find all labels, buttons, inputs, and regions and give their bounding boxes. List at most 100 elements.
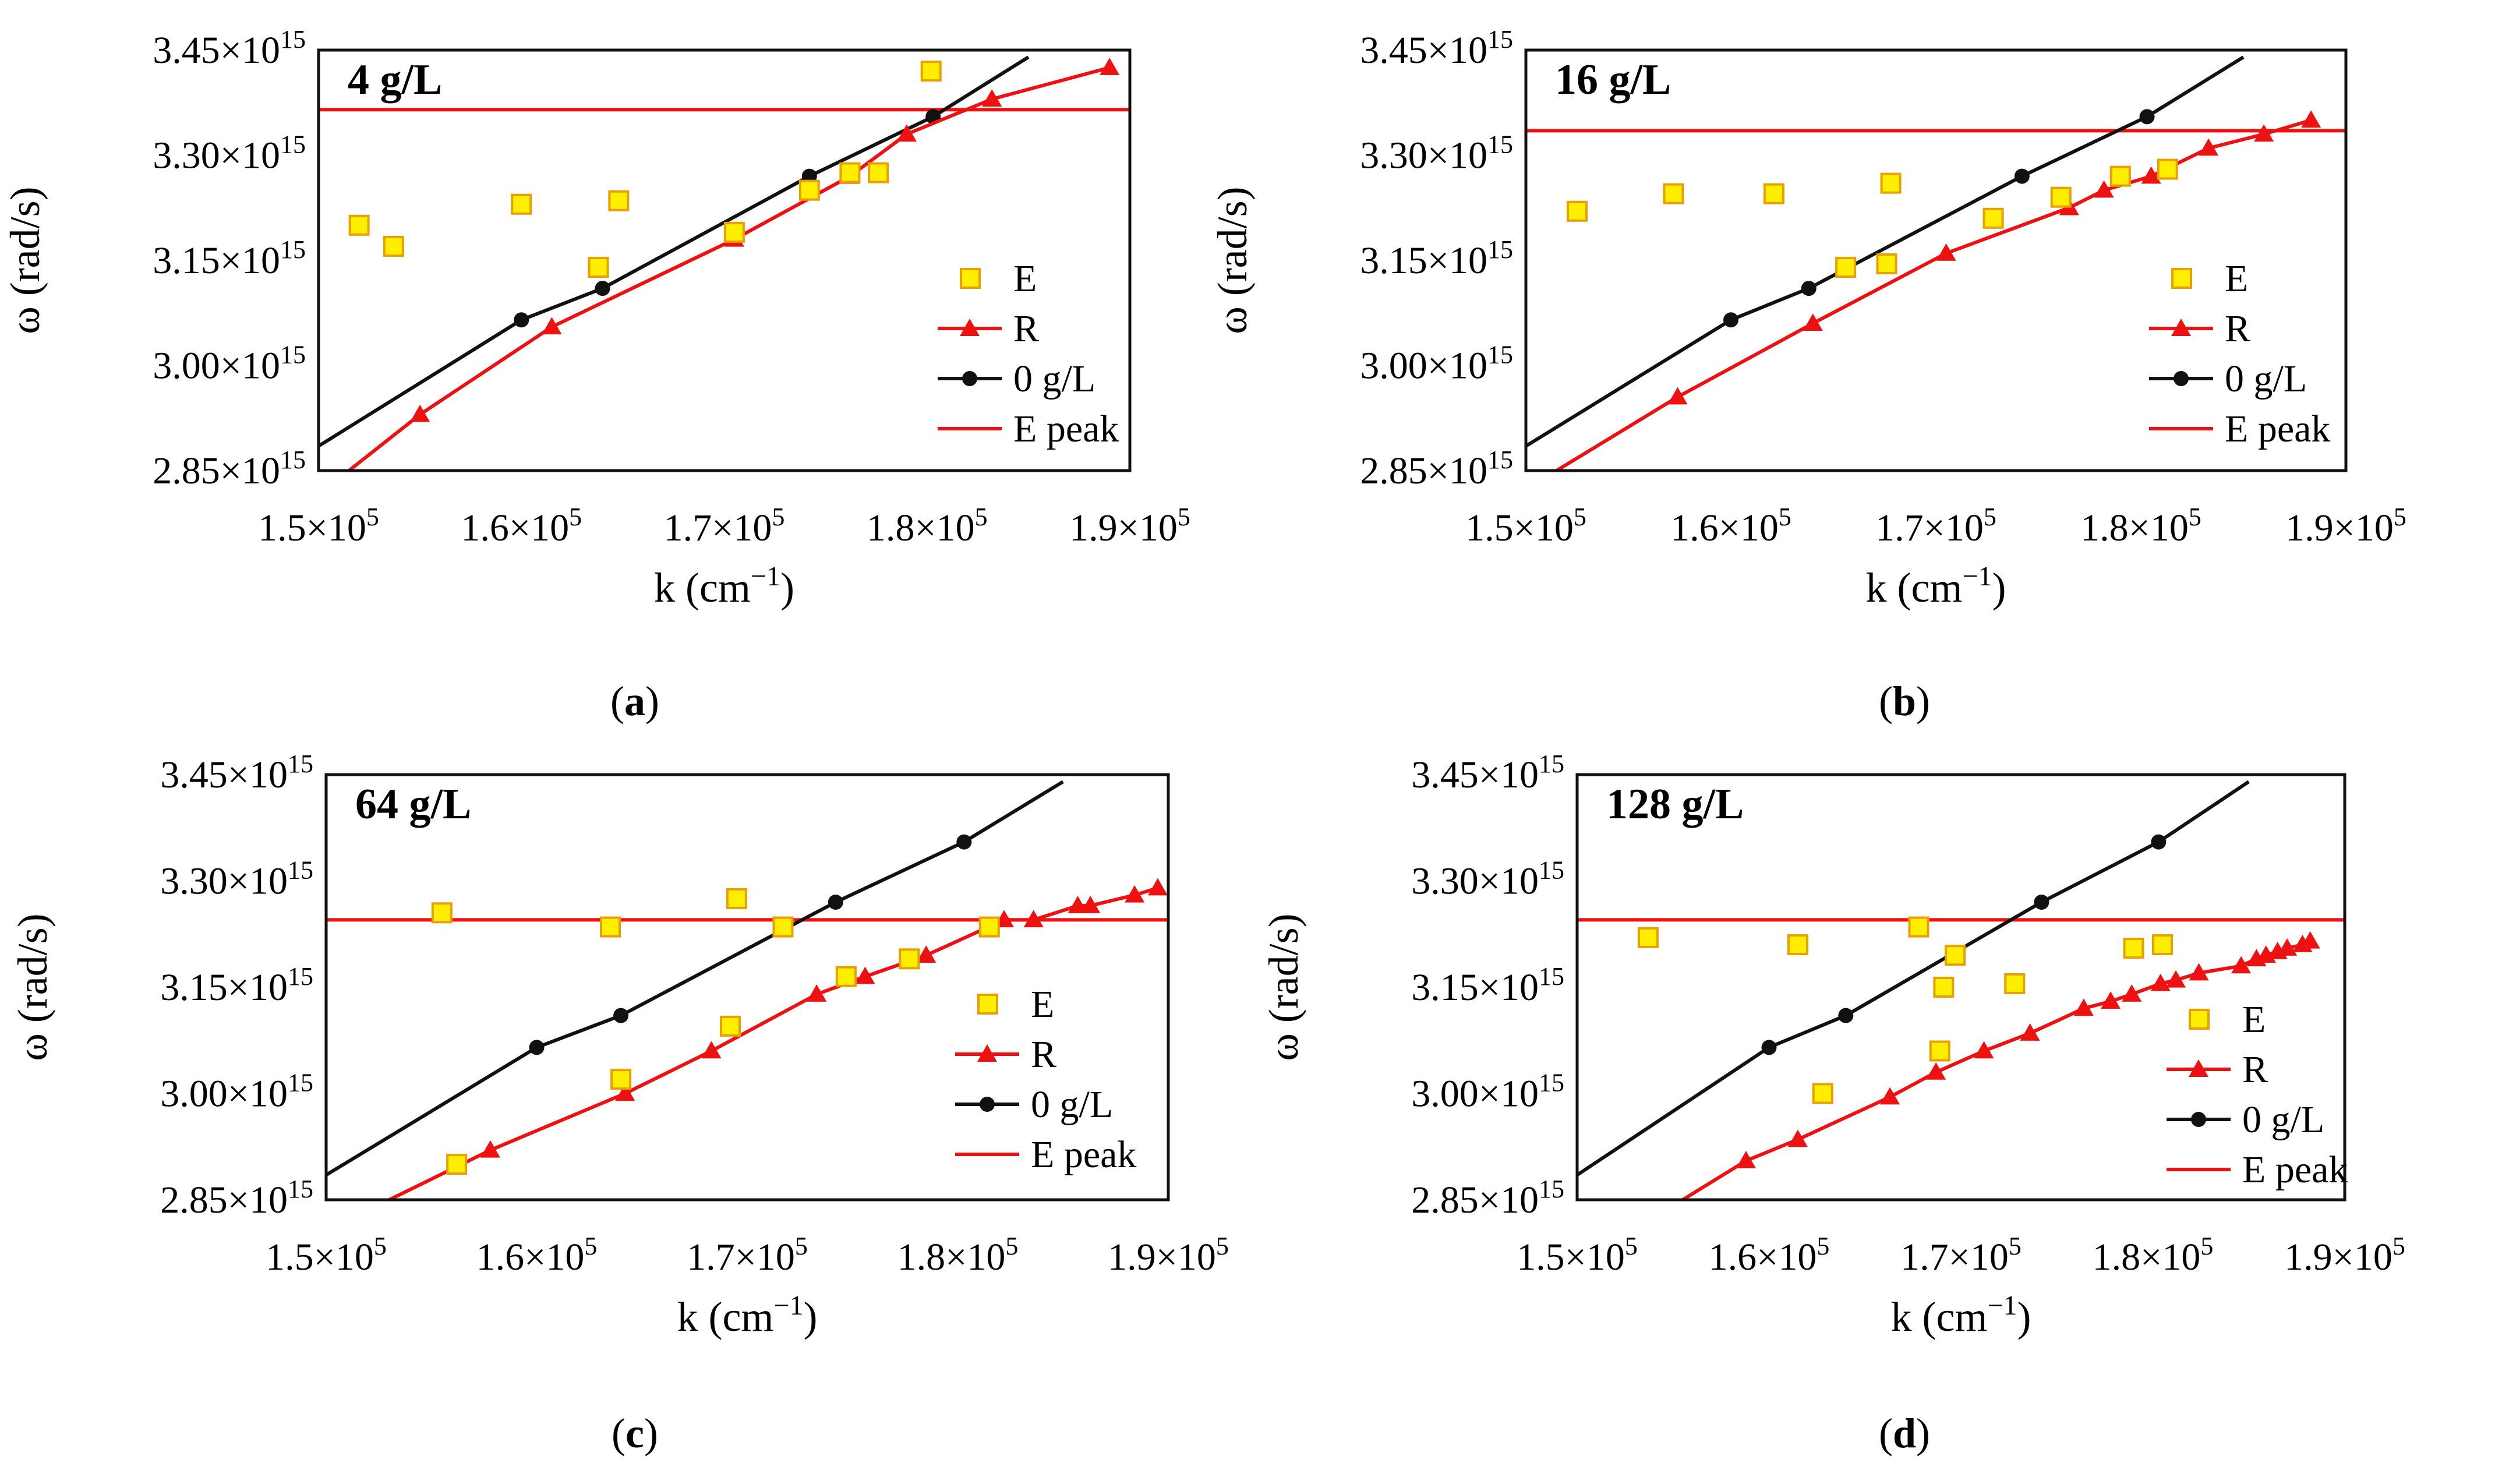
R-point [1926,1062,1946,1080]
R-point [480,1140,500,1158]
plot-area [1526,55,2346,471]
legend-label: 0 g/L [1013,358,1095,400]
x-axis-label: k (cm−1) [1866,561,2006,611]
R-point [2166,970,2186,988]
legend: ER 0 g/L E peak [938,257,1119,450]
0gL-point [1761,1040,1777,1055]
plot-frame [324,773,1170,1202]
series-0gL-line [1577,780,2250,1176]
plot-frame [1524,48,2348,472]
panel-title: 4 g/L [348,56,442,104]
x-axis-label: k (cm−1) [677,1290,818,1340]
y-tick-label: 3.15×1015 [160,962,313,1009]
R-point [2254,124,2274,142]
plot-frame [1575,773,2346,1202]
E-point [1787,934,1808,955]
legend-label: E [1013,257,1037,300]
x-tick-label: 1.6×105 [461,503,582,549]
panel-title: 16 g/L [1555,56,1671,104]
x-tick-label: 1.5×105 [266,1232,387,1278]
R-point [410,404,430,422]
x-tick-label: 1.6×105 [1670,503,1791,549]
legend-E-marker [977,994,998,1015]
0gL-point [529,1040,545,1055]
R-point [2301,110,2321,128]
E-point [588,257,609,278]
plot-area [326,780,1168,1200]
x-tick-label: 1.5×105 [1517,1232,1638,1278]
y-tick-label: 2.85×1015 [1360,446,1513,492]
series-0gL-line [1526,55,2245,448]
E-point [2050,186,2072,208]
legend-label: E peak [1013,408,1119,450]
E-point [1929,1040,1950,1062]
R-point [2141,166,2161,184]
0gL-point [595,281,610,296]
0gL-point [514,312,529,328]
R-point [2199,138,2219,156]
y-axis-label: ω (rad/s) [1260,913,1307,1061]
x-tick-label: 1.5×105 [258,503,379,549]
y-tick-label: 3.30×1015 [1360,130,1513,177]
x-tick-label: 1.9×105 [1069,503,1190,549]
E-point [1945,945,1966,966]
legend-label: E [1031,983,1054,1026]
R-point [2101,991,2121,1009]
R-point [1100,58,1120,75]
R-point [1787,1129,1808,1147]
plot-area [319,55,1130,471]
R-point [2122,984,2142,1002]
legend-label: E [2242,998,2266,1041]
R-point [1667,387,1688,405]
E-point [1763,183,1784,204]
legend-R-marker [2171,319,2191,336]
E-point [1812,1083,1833,1104]
E-point [431,902,453,924]
legend-0gL-marker [2174,371,2189,386]
E-point [1880,172,1902,194]
y-tick-label: 3.45×1015 [160,750,313,796]
panel-caption: (b) [1879,678,1930,725]
y-tick-label: 2.85×1015 [160,1175,313,1221]
y-tick-label: 2.85×1015 [153,446,306,492]
legend: ER 0 g/L E peak [955,983,1136,1176]
0gL-point [956,834,972,850]
x-tick-label: 1.5×105 [1465,503,1586,549]
E-point [1835,257,1857,278]
R-point [2231,956,2252,974]
x-tick-label: 1.6×105 [1709,1232,1830,1278]
E-point [348,214,370,236]
E-point [446,1154,468,1175]
E-point [726,888,747,909]
0gL-point [2034,895,2049,910]
y-tick-label: 3.45×1015 [1411,750,1564,796]
x-tick-label: 1.8×105 [867,503,988,549]
R-point [1880,1087,1900,1105]
R-point [701,1041,722,1059]
E-point [2004,973,2026,994]
E-point [383,235,404,257]
plot-area [1577,780,2345,1200]
E-point [899,948,920,970]
E-point [868,162,889,183]
0gL-point [1838,1008,1854,1023]
panel-d: 128 g/L 2.85×1015 3.00×1015 3.15×1015 3.30×1… [1260,750,2405,1457]
y-tick-label: 3.15×1015 [153,235,306,282]
x-axis-label: k (cm−1) [654,561,794,611]
R-point [2073,998,2094,1016]
R-point [916,945,936,963]
0gL-point [1723,312,1738,328]
panel-c: 64 g/L 2.85×1015 3.00×1015 3.15×1015 3.30×10… [9,750,1229,1457]
R-point [1936,243,1956,261]
R-point [1974,1041,1994,1059]
E-point [798,179,820,201]
panel-caption: (a) [610,678,659,725]
E-point [1982,207,2004,229]
x-tick-label: 1.7×105 [1900,1232,2022,1278]
y-tick-label: 3.00×1015 [1411,1069,1564,1115]
y-tick-label: 3.30×1015 [1411,856,1564,903]
plot-frame [317,48,1132,472]
E-point [723,221,745,243]
E-point [835,966,857,987]
